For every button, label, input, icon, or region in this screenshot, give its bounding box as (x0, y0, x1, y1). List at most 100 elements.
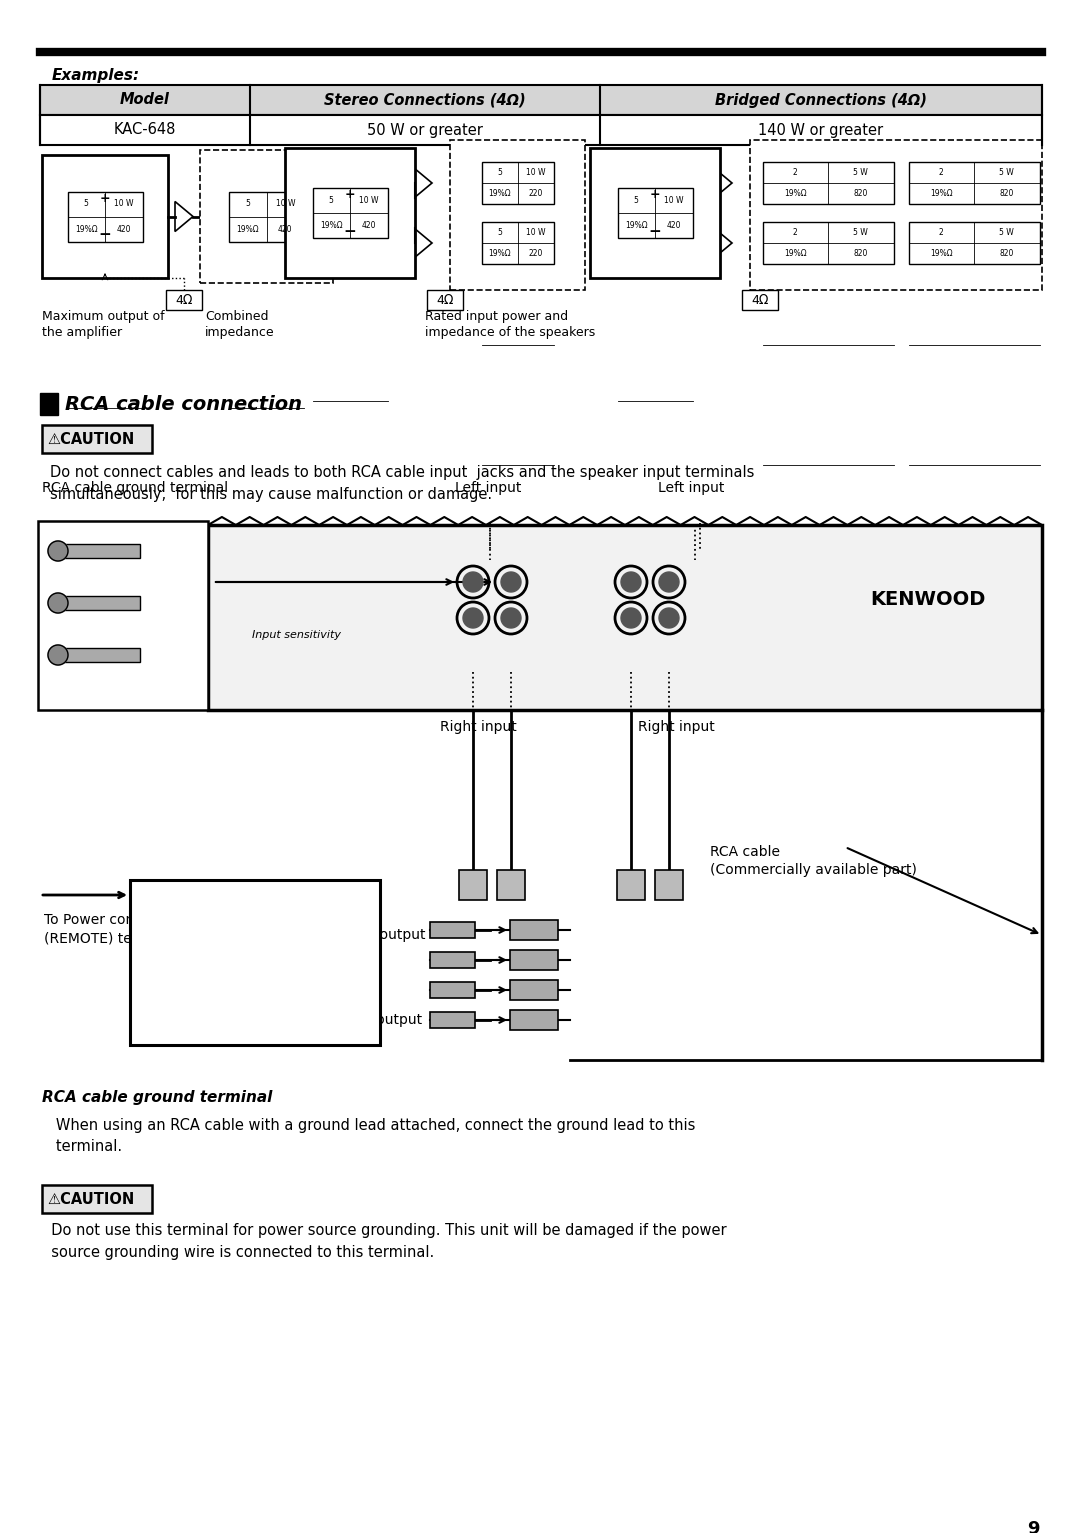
Text: Do not use this terminal for power source grounding. This unit will be damaged i: Do not use this terminal for power sourc… (42, 1223, 727, 1260)
FancyBboxPatch shape (208, 524, 1042, 710)
Text: Do not connect cables and leads to both RCA cable input  jacks and the speaker i: Do not connect cables and leads to both … (50, 464, 754, 501)
Circle shape (463, 572, 483, 592)
Text: Left input: Left input (455, 481, 522, 495)
Text: 2: 2 (793, 169, 798, 176)
Text: 5 W: 5 W (853, 228, 868, 238)
FancyBboxPatch shape (762, 162, 893, 204)
Text: 5: 5 (328, 196, 334, 205)
Text: 820: 820 (1000, 248, 1014, 258)
Circle shape (48, 645, 68, 665)
FancyBboxPatch shape (55, 596, 140, 610)
Text: RCA cable ground terminal: RCA cable ground terminal (42, 481, 228, 495)
Text: 820: 820 (853, 189, 868, 198)
Text: When using an RCA cable with a ground lead attached, connect the ground lead to : When using an RCA cable with a ground le… (42, 1118, 696, 1154)
Text: RCA cable ground terminal: RCA cable ground terminal (42, 1090, 272, 1105)
FancyBboxPatch shape (285, 149, 415, 277)
Polygon shape (714, 228, 732, 258)
FancyBboxPatch shape (229, 192, 303, 242)
FancyBboxPatch shape (42, 155, 168, 277)
Text: 4Ω: 4Ω (436, 293, 454, 307)
FancyBboxPatch shape (130, 880, 380, 1046)
Text: 820: 820 (853, 248, 868, 258)
FancyBboxPatch shape (42, 1185, 152, 1213)
Text: Examples:: Examples: (52, 67, 140, 83)
Text: 19%Ω: 19%Ω (625, 221, 648, 230)
FancyBboxPatch shape (590, 149, 720, 277)
FancyBboxPatch shape (430, 983, 475, 998)
Text: 420: 420 (362, 221, 376, 230)
FancyBboxPatch shape (510, 980, 558, 1000)
FancyBboxPatch shape (40, 115, 1042, 146)
Text: 10 W: 10 W (664, 196, 684, 205)
Text: 19%Ω: 19%Ω (75, 224, 97, 233)
Text: 5: 5 (497, 228, 502, 238)
FancyBboxPatch shape (40, 392, 58, 415)
FancyBboxPatch shape (617, 871, 645, 900)
Text: Combined
impedance: Combined impedance (205, 310, 274, 339)
Circle shape (621, 609, 642, 629)
FancyBboxPatch shape (430, 921, 475, 938)
Text: ⚠CAUTION: ⚠CAUTION (48, 431, 134, 446)
Text: 5 W: 5 W (999, 169, 1014, 176)
Text: 5: 5 (84, 199, 89, 208)
FancyBboxPatch shape (908, 162, 1039, 204)
Text: +: + (345, 189, 355, 201)
Text: +: + (650, 189, 660, 201)
Text: (Cassette receiver,
CD receiver, etc.): (Cassette receiver, CD receiver, etc.) (186, 955, 324, 990)
Text: 19%Ω: 19%Ω (488, 248, 511, 258)
Text: 9: 9 (1027, 1521, 1040, 1533)
Text: 10 W: 10 W (114, 199, 134, 208)
FancyBboxPatch shape (482, 162, 554, 204)
Text: 5 W: 5 W (853, 169, 868, 176)
Text: To Power control
(REMOTE) terminal: To Power control (REMOTE) terminal (44, 914, 176, 946)
Text: 19%Ω: 19%Ω (930, 189, 953, 198)
Text: +: + (99, 192, 110, 205)
Text: 5 W: 5 W (999, 228, 1014, 238)
Text: Right input: Right input (440, 721, 516, 734)
Circle shape (621, 572, 642, 592)
Text: 19%Ω: 19%Ω (237, 224, 259, 233)
FancyBboxPatch shape (430, 1012, 475, 1029)
FancyBboxPatch shape (427, 290, 463, 310)
Text: 19%Ω: 19%Ω (784, 248, 807, 258)
Text: 820: 820 (1000, 189, 1014, 198)
Text: 5: 5 (245, 199, 251, 208)
Text: 10 W: 10 W (526, 169, 545, 176)
Polygon shape (175, 201, 193, 231)
FancyBboxPatch shape (200, 150, 333, 284)
Text: 420: 420 (117, 224, 131, 233)
Text: ⚠CAUTION: ⚠CAUTION (48, 1191, 134, 1206)
Text: 4Ω: 4Ω (752, 293, 769, 307)
Text: 10 W: 10 W (526, 228, 545, 238)
Text: RCA cable
(Commercially available part): RCA cable (Commercially available part) (710, 845, 917, 877)
FancyBboxPatch shape (510, 1010, 558, 1030)
FancyBboxPatch shape (166, 290, 202, 310)
Text: 19%Ω: 19%Ω (488, 189, 511, 198)
Circle shape (48, 593, 68, 613)
FancyBboxPatch shape (762, 222, 893, 264)
Text: CENTER UNIT: CENTER UNIT (195, 917, 314, 932)
Circle shape (48, 541, 68, 561)
Text: 420: 420 (666, 221, 681, 230)
Text: 4Ω: 4Ω (175, 293, 192, 307)
Text: 19%Ω: 19%Ω (784, 189, 807, 198)
Text: Front output: Front output (340, 927, 426, 941)
FancyBboxPatch shape (750, 140, 1042, 290)
FancyBboxPatch shape (497, 871, 525, 900)
Text: Rear output: Rear output (340, 1013, 422, 1027)
FancyBboxPatch shape (312, 189, 388, 238)
Text: KENWOOD: KENWOOD (870, 590, 985, 609)
Polygon shape (714, 169, 732, 198)
Text: 19%Ω: 19%Ω (320, 221, 342, 230)
Text: 10 W: 10 W (275, 199, 295, 208)
FancyBboxPatch shape (55, 648, 140, 662)
Circle shape (659, 609, 679, 629)
Text: 140 W or greater: 140 W or greater (758, 123, 883, 138)
FancyBboxPatch shape (40, 84, 1042, 115)
Text: Model: Model (120, 92, 170, 107)
Text: 220: 220 (528, 248, 542, 258)
FancyBboxPatch shape (450, 140, 585, 290)
Text: 2: 2 (939, 228, 944, 238)
Text: 420: 420 (278, 224, 293, 233)
FancyBboxPatch shape (38, 521, 208, 710)
